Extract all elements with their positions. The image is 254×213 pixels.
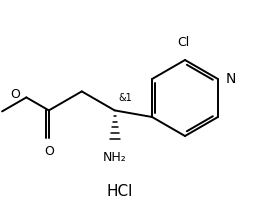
Text: N: N bbox=[225, 72, 235, 86]
Text: O: O bbox=[10, 88, 20, 101]
Text: Cl: Cl bbox=[176, 36, 188, 49]
Text: NH₂: NH₂ bbox=[102, 151, 126, 164]
Text: O: O bbox=[44, 145, 54, 158]
Text: &1: &1 bbox=[118, 94, 132, 103]
Text: HCl: HCl bbox=[106, 184, 133, 199]
